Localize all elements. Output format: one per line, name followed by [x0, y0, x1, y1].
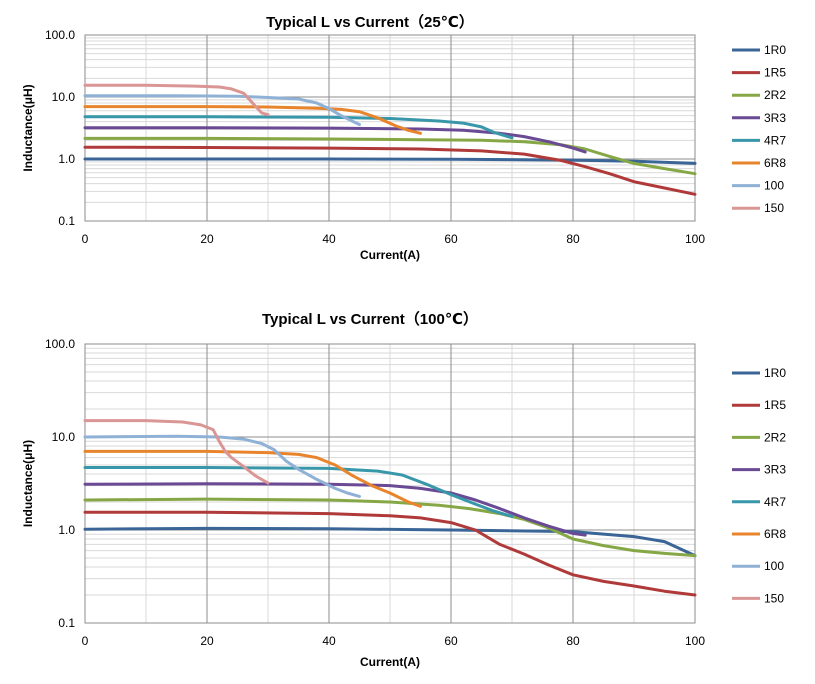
series-line-150 — [83, 419, 270, 485]
y-tick-label: 10.0 — [52, 430, 76, 444]
y-tick-label: 1.0 — [58, 523, 75, 537]
y-tick-label: 0.1 — [58, 616, 75, 630]
x-tick-label: 60 — [444, 634, 458, 648]
legend-label-4R7: 4R7 — [764, 495, 786, 509]
x-tick-label: 40 — [322, 232, 336, 246]
legend-label-3R3: 3R3 — [764, 463, 786, 477]
chart-title: Typical L vs Current（25℃） — [266, 13, 474, 31]
series-line-1R5 — [83, 510, 697, 597]
legend-label-1R0: 1R0 — [764, 43, 786, 57]
series-line-1R0 — [83, 526, 697, 558]
series-line-3R3 — [83, 126, 587, 154]
y-axis-label: Inductance(μH) — [21, 440, 35, 527]
legend-label-6R8: 6R8 — [764, 527, 786, 541]
legend-label-2R2: 2R2 — [764, 88, 786, 102]
y-axis-label: Inductance(μH) — [21, 84, 35, 171]
x-tick-label: 80 — [566, 232, 580, 246]
legend-label-1R5: 1R5 — [764, 398, 786, 412]
series-line-1R0 — [83, 157, 697, 165]
series-line-6R8 — [83, 449, 422, 508]
x-tick-label: 60 — [444, 232, 458, 246]
legend-label-1R0: 1R0 — [764, 366, 786, 380]
legend-label-100: 100 — [764, 559, 784, 573]
series-line-4R7 — [83, 466, 514, 518]
series-line-100 — [83, 434, 361, 498]
y-tick-label: 1.0 — [58, 152, 75, 166]
legend-label-100: 100 — [764, 179, 784, 193]
legend-label-4R7: 4R7 — [764, 133, 786, 147]
series-line-1R5 — [83, 145, 697, 196]
x-tick-label: 20 — [200, 232, 214, 246]
x-axis-label: Current(A) — [360, 248, 420, 262]
legend-label-6R8: 6R8 — [764, 156, 786, 170]
y-tick-label: 100.0 — [45, 28, 75, 42]
series-line-100 — [83, 94, 361, 126]
x-tick-label: 80 — [566, 634, 580, 648]
legend-label-1R5: 1R5 — [764, 66, 786, 80]
x-axis-label: Current(A) — [360, 655, 420, 669]
series-line-2R2 — [83, 136, 697, 176]
x-tick-label: 100 — [685, 634, 705, 648]
x-tick-label: 100 — [685, 232, 705, 246]
chart-1: Typical L vs Current（100℃） 0 20 40 60 80 100 0.… — [21, 310, 786, 669]
series-line-150 — [83, 83, 270, 117]
series-line-6R8 — [83, 105, 422, 135]
y-tick-label: 100.0 — [45, 337, 75, 351]
legend-label-3R3: 3R3 — [764, 111, 786, 125]
legend-label-150: 150 — [764, 201, 784, 215]
chart-title: Typical L vs Current（100℃） — [262, 310, 478, 328]
series-line-4R7 — [83, 115, 514, 140]
x-tick-label: 0 — [82, 232, 89, 246]
x-tick-label: 40 — [322, 634, 336, 648]
chart-0: Typical L vs Current（25℃） 0 20 40 60 80 100 0.1… — [21, 13, 786, 262]
x-tick-label: 20 — [200, 634, 214, 648]
legend-label-2R2: 2R2 — [764, 430, 786, 444]
legend-label-150: 150 — [764, 591, 784, 605]
x-tick-label: 0 — [82, 634, 89, 648]
y-tick-label: 10.0 — [52, 90, 76, 104]
series-line-3R3 — [83, 482, 587, 537]
y-tick-label: 0.1 — [58, 214, 75, 228]
